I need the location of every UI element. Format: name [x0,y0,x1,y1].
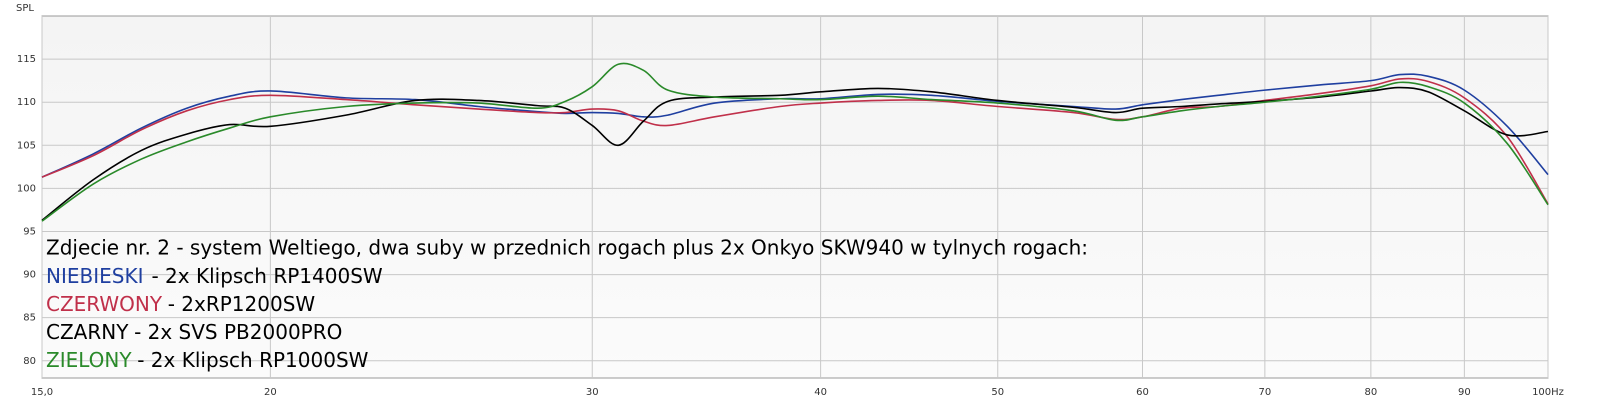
annotation: Zdjecie nr. 2 - system Weltiego, dwa sub… [46,236,1088,260]
x-tick-label: 30 [586,387,599,398]
x-tick-label: 60 [1136,387,1149,398]
legend-description: - 2x Klipsch RP1000SW [137,348,368,372]
legend-name: CZARNY [46,320,129,344]
legend-entry: ZIELONY - 2x Klipsch RP1000SW [46,348,369,372]
y-tick-label: 90 [23,270,36,281]
x-tick-label: 90 [1458,387,1471,398]
legend-description: - 2x Klipsch RP1400SW [151,264,382,288]
y-tick-label: 100 [17,183,36,194]
x-tick-label: 50 [991,387,1004,398]
legend-entry: CZARNY - 2x SVS PB2000PRO [46,320,342,344]
legend-entry: NIEBIESKI - 2x Klipsch RP1400SW [46,264,383,288]
legend-entry: CZERWONY - 2xRP1200SW [46,292,315,316]
y-tick-label: 85 [23,313,36,324]
series-line [41,86,1549,221]
y-tick-label: 115 [17,54,36,65]
legend-name: ZIELONY [46,348,132,372]
y-axis-label: SPL [16,3,34,14]
series-line [41,62,1549,222]
series-line [41,77,1549,205]
x-tick-label: 40 [814,387,827,398]
y-tick-label: 95 [23,226,36,237]
y-tick-label: 80 [23,356,36,367]
x-tick-label: 70 [1258,387,1271,398]
legend-description: - 2x SVS PB2000PRO [134,320,342,344]
y-tick-label: 105 [17,140,36,151]
x-tick-label: 100Hz [1532,387,1564,398]
legend-description: - 2xRP1200SW [168,292,316,316]
legend-name: CZERWONY [46,292,163,316]
x-tick-label: 15,0 [31,387,53,398]
y-tick-label: 110 [17,97,36,108]
x-tick-label: 80 [1364,387,1377,398]
legend-name: NIEBIESKI [46,264,143,288]
x-tick-label: 20 [264,387,277,398]
